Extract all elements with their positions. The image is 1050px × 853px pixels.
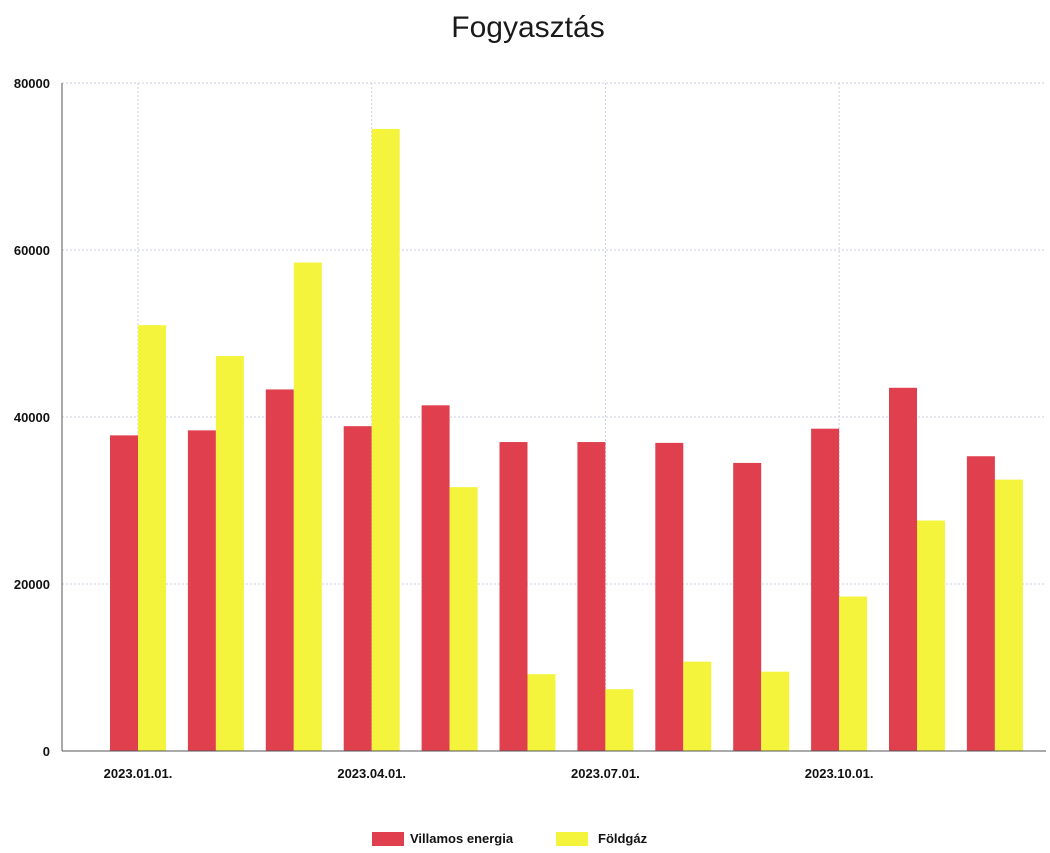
bar-foldgaz-6 <box>527 674 556 751</box>
legend-label: Villamos energia <box>410 831 514 846</box>
bar-villamos-7 <box>577 442 606 751</box>
bar-villamos-12 <box>966 456 995 751</box>
bar-foldgaz-4 <box>371 128 400 752</box>
bar-foldgaz-3 <box>293 262 322 751</box>
x-tick-label: 2023.10.01. <box>805 766 874 781</box>
axes: 0 20000 40000 60000 80000 2023.01.01. 2023.04.… <box>14 76 1046 781</box>
x-tick-label: 2023.07.01. <box>571 766 640 781</box>
bar-villamos-9 <box>733 462 762 751</box>
chart-title: Fogyasztás <box>451 11 604 44</box>
bar-foldgaz-10 <box>839 596 868 751</box>
bars <box>110 128 1023 752</box>
bar-foldgaz-5 <box>449 487 478 751</box>
legend-swatch <box>556 832 588 846</box>
bar-villamos-6 <box>499 442 528 751</box>
bar-foldgaz-7 <box>605 689 634 751</box>
bar-villamos-8 <box>655 442 684 751</box>
legend: Villamos energia Földgáz <box>372 831 648 846</box>
bar-villamos-1 <box>110 435 138 751</box>
legend-label: Földgáz <box>598 831 648 846</box>
bar-villamos-4 <box>343 426 372 751</box>
bar-villamos-10 <box>811 428 840 751</box>
x-tick-label: 2023.01.01. <box>104 766 173 781</box>
y-tick-label: 20000 <box>14 577 50 592</box>
bar-foldgaz-11 <box>917 520 945 751</box>
y-tick-label: 0 <box>43 744 50 759</box>
y-tick-label: 40000 <box>14 410 50 425</box>
bar-villamos-3 <box>265 389 294 751</box>
bar-foldgaz-9 <box>761 671 790 751</box>
y-tick-label: 60000 <box>14 243 50 258</box>
legend-swatch <box>372 832 404 846</box>
bar-villamos-5 <box>421 405 450 751</box>
bar-villamos-11 <box>889 387 917 751</box>
bar-foldgaz-8 <box>683 661 712 751</box>
bar-foldgaz-12 <box>994 479 1023 751</box>
bar-foldgaz-2 <box>215 356 244 751</box>
x-tick-label: 2023.04.01. <box>337 766 406 781</box>
bar-foldgaz-1 <box>138 325 166 751</box>
y-tick-label: 80000 <box>14 76 50 91</box>
bar-villamos-2 <box>187 430 216 751</box>
